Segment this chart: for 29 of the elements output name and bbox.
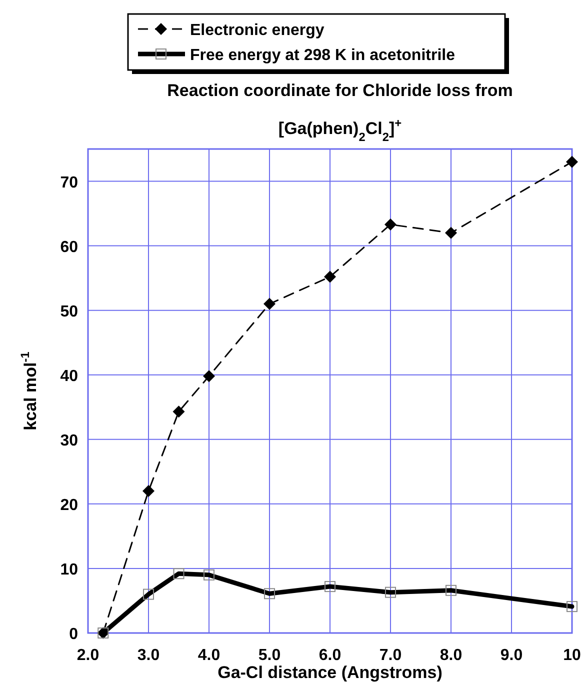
- y-tick-label: 70: [60, 174, 78, 192]
- y-tick-label: 50: [60, 303, 78, 320]
- point: [172, 406, 185, 418]
- point: [566, 156, 578, 168]
- y-tick-label: 0: [69, 626, 78, 643]
- x-tick-label: 3.0: [137, 647, 160, 664]
- y-tick-label: 20: [60, 496, 78, 514]
- x-tick-label: 4.0: [198, 647, 220, 664]
- legend-label: Electronic energy: [190, 22, 324, 39]
- x-tick-label: 10: [563, 647, 581, 664]
- y-tick-label: 10: [60, 561, 78, 578]
- point: [264, 298, 276, 310]
- y-tick-label: 40: [60, 368, 78, 385]
- point: [203, 370, 215, 382]
- x-tick-label: 6.0: [318, 647, 342, 664]
- chart-title: Reaction coordinate for Chloride loss from [Ga(phen)$_{2}$Cl$_{2}$]$^{+}$: [167, 81, 513, 144]
- legend-label: Free energy at 298 K in acetonitrile: [190, 47, 456, 64]
- x-tick-label: 5.0: [258, 647, 281, 664]
- y-tick-label: 30: [60, 432, 78, 450]
- x-axis-title: Ga-Cl distance (Angstroms): [218, 663, 442, 682]
- point: [384, 218, 396, 231]
- x-tick-label: 8.0: [440, 647, 462, 664]
- x-tick-label: 9.0: [500, 647, 523, 664]
- x-tick-label: 7.0: [379, 647, 402, 664]
- point: [142, 485, 154, 498]
- point: [445, 226, 457, 239]
- x-tick-label: 2.0: [76, 647, 100, 664]
- y-tick-label: 60: [60, 238, 78, 256]
- point: [324, 270, 336, 283]
